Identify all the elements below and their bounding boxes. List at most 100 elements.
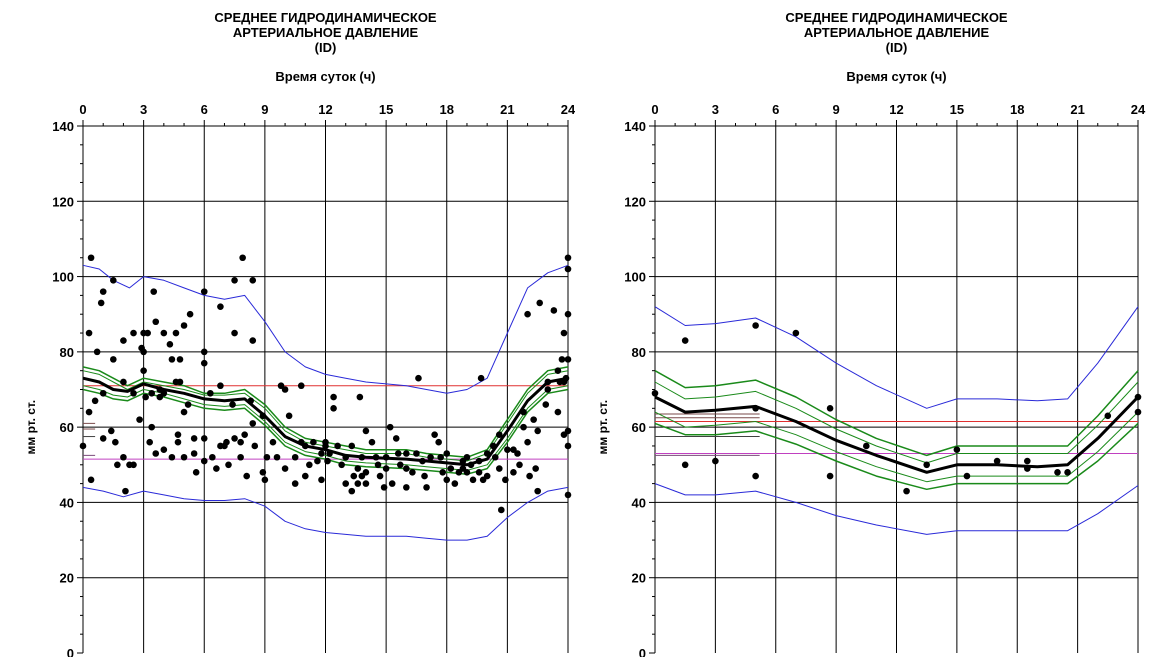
data-point [160,446,168,454]
data-point [152,318,160,326]
data-point [269,438,277,446]
data-point [524,438,531,446]
data-point [437,453,444,461]
data-point [291,453,299,461]
data-point [114,461,121,469]
data-point [348,442,356,450]
data-point [413,450,420,457]
series-ci-outer-upper [654,370,1139,457]
data-point [564,254,572,262]
data-point [562,374,570,382]
series-mean [654,395,1140,474]
y-tick-label-100: 100 [52,270,74,285]
data-point [263,453,271,461]
data-point [140,348,147,356]
data-point [354,465,362,472]
data-point [350,472,358,480]
data-point [421,472,428,480]
data-point [564,427,572,435]
data-point [130,329,137,337]
data-point [495,431,503,438]
y-tick-label-80: 80 [632,345,646,360]
data-point [380,484,388,491]
data-point [85,329,93,337]
data-point [372,453,380,461]
y-tick-label-80: 80 [60,345,74,360]
data-point [99,435,107,442]
data-point [237,453,244,461]
data-point [91,397,99,405]
data-point [368,438,376,446]
y-tick-label-0: 0 [639,646,646,657]
data-point [120,378,127,386]
y-tick-label-140: 140 [52,119,74,134]
data-point [166,341,174,348]
y-tick-label-20: 20 [60,571,74,586]
data-point [140,367,147,374]
data-point [97,299,105,307]
data-point [322,442,329,450]
data-point [146,438,153,446]
x-axis-label: Время суток (ч) [846,69,946,84]
data-point [439,469,447,476]
data-point [239,254,246,262]
series-ci-inner-upper [654,381,1139,464]
data-point [382,465,390,472]
series-ci-outer-upper [82,366,569,459]
data-point [249,337,257,344]
data-point [190,435,198,442]
data-point [112,438,119,446]
data-point [386,423,394,431]
series-upper-bound [654,306,1139,409]
data-point [520,423,527,431]
data-point [526,472,533,480]
data-point [419,457,426,465]
data-point [1134,408,1142,416]
chart-title-line-1: АРТЕРИАЛЬНОЕ ДАВЛЕНИЕ [233,25,419,40]
data-point [110,277,117,284]
data-point [534,487,541,495]
data-point [259,469,267,476]
data-point [504,446,511,454]
data-point [259,412,267,420]
data-point [306,461,313,469]
data-point [477,374,485,382]
data-point [324,457,331,465]
data-point [142,393,149,401]
data-point [558,356,566,363]
data-point [514,450,521,457]
data-point [427,453,434,461]
data-point [524,310,531,318]
series-lower-bound [82,486,569,541]
data-point [564,356,572,363]
x-tick-label-6: 6 [772,102,779,117]
data-point [530,416,537,423]
series-ci-outer-lower [654,422,1139,491]
data-point [148,423,156,431]
data-point [544,386,552,393]
data-point [403,484,410,491]
x-tick-label-21: 21 [500,102,514,117]
data-point [792,329,800,337]
data-point [348,487,356,495]
data-point [1024,465,1031,472]
data-point [374,461,382,469]
data-point [301,472,309,480]
data-point [281,386,289,393]
data-point [752,405,759,412]
chart-title-line-2: (ID) [886,40,908,55]
data-point [225,461,232,469]
data-point [237,438,244,446]
data-point [168,453,176,461]
data-point [99,288,107,295]
data-point [330,405,337,412]
data-point [87,254,95,262]
data-point [394,450,402,457]
data-point [362,480,370,487]
data-point [301,442,309,450]
data-point [144,329,151,337]
data-point [495,465,503,472]
data-point [564,442,572,450]
